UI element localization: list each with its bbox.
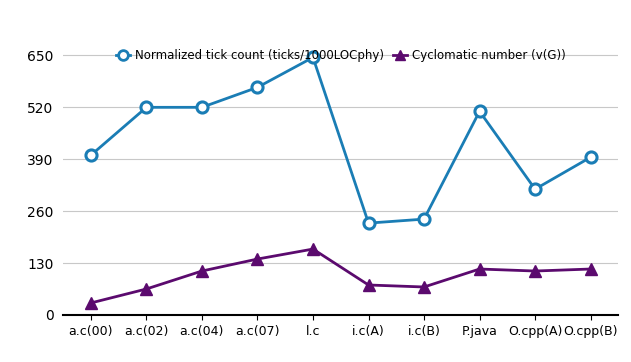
Legend: Normalized tick count (ticks/1000LOCphy), Cyclomatic number (v(G)): Normalized tick count (ticks/1000LOCphy)… bbox=[115, 49, 566, 62]
